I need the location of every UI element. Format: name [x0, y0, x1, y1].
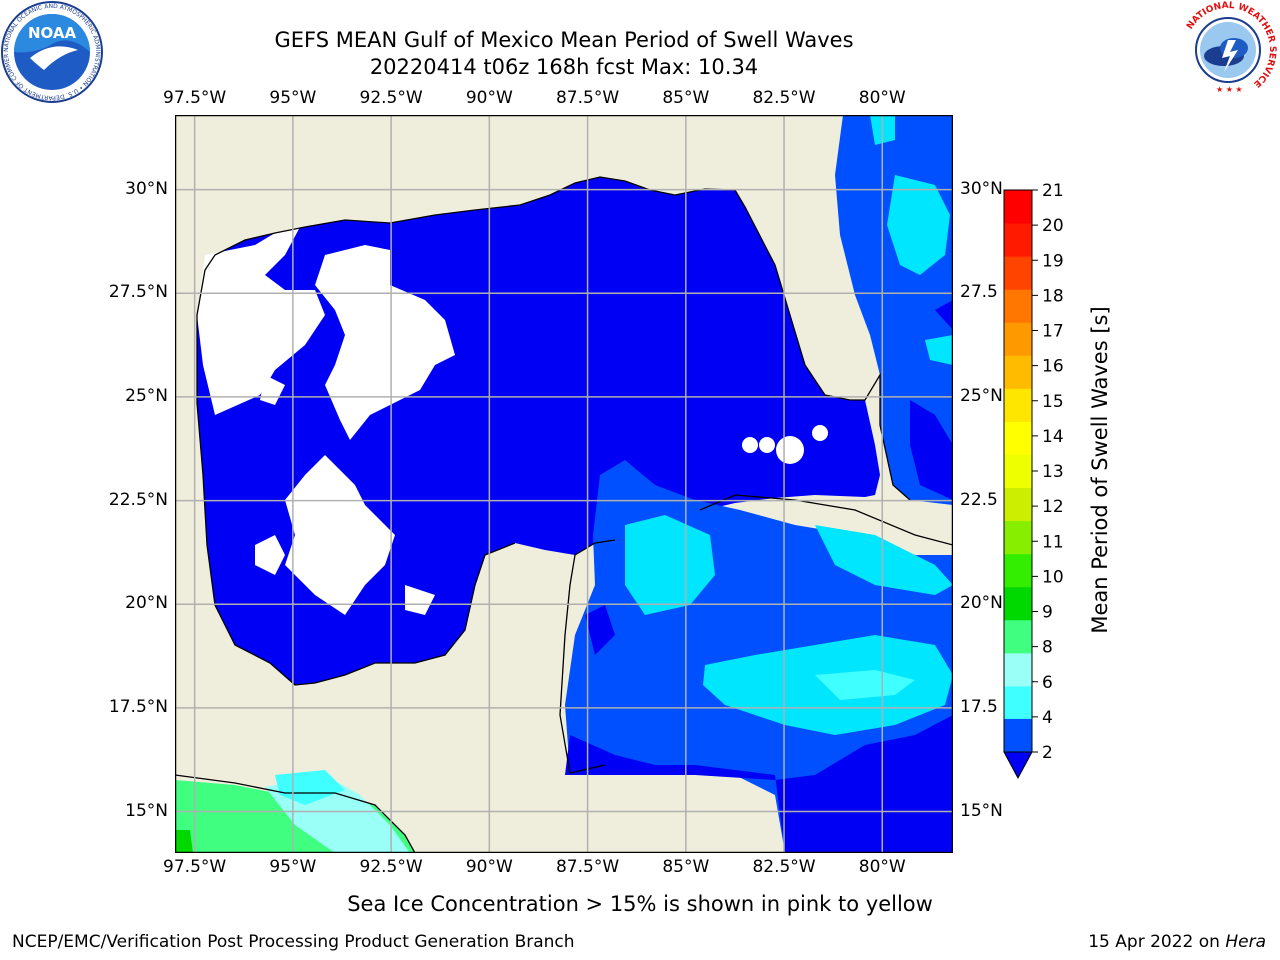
lat-label-right: 30°N — [960, 178, 1003, 199]
lat-label-right: 20°N — [960, 593, 1003, 614]
lat-label-left: 15°N — [125, 800, 168, 821]
map-title: GEFS MEAN Gulf of Mexico Mean Period of … — [274, 28, 854, 52]
lon-label: 97.5°W — [163, 857, 227, 877]
ice-caption: Sea Ice Concentration > 15% is shown in … — [347, 892, 933, 916]
lat-label-left: 27.5°N — [108, 282, 168, 303]
lon-label: 92.5°W — [359, 88, 423, 108]
lat-label-right: 25°N — [960, 385, 1003, 406]
lat-label-right: 22.5 — [960, 489, 998, 510]
colorbar-tick-label: 15 — [1042, 392, 1064, 412]
colorbar-tick-label: 9 — [1042, 603, 1053, 623]
nws-logo: NATIONAL WEATHER SERVICE ★ ★ ★ — [1178, 0, 1278, 100]
lat-label-right: 15°N — [960, 800, 1003, 821]
lat-label-left: 25°N — [125, 385, 168, 406]
noaa-logo-text: NOAA — [28, 24, 77, 42]
colorbar-cell — [1004, 619, 1032, 654]
colorbar-extend-min — [1003, 751, 1033, 780]
map-canvas — [175, 115, 953, 853]
graticule — [175, 115, 953, 853]
lon-label: 95°W — [269, 88, 317, 108]
colorbar-cell — [1004, 454, 1032, 489]
colorbar-tick-label: 13 — [1042, 462, 1064, 482]
lat-label-left: 20°N — [125, 593, 168, 614]
colorbar-cell — [1004, 256, 1032, 290]
colorbar-cell — [1004, 355, 1032, 389]
colorbar-cell — [1004, 553, 1032, 588]
colorbar-tick-label: 20 — [1042, 216, 1064, 236]
pacific-swell-green — [175, 830, 193, 853]
footer-branch: NCEP/EMC/Verification Post Processing Pr… — [12, 932, 575, 952]
colorbar: 21 20 19 18 17 16 15 14 13 12 11 10 9 8 6 4 2 — [1003, 181, 1064, 780]
lon-label: 97.5°W — [163, 88, 227, 108]
colorbar-ticks: 21 20 19 18 17 16 15 14 13 12 11 10 9 8 6 4 2 — [1032, 181, 1064, 763]
svg-text:★ ★ ★: ★ ★ ★ — [1216, 85, 1243, 94]
colorbar-cell — [1004, 520, 1032, 555]
colorbar-tick-label: 17 — [1042, 322, 1064, 342]
atlantic-calm-patches — [910, 300, 953, 500]
footer-date-text: 15 Apr 2022 on — [1088, 932, 1226, 952]
noaa-logo: NATIONAL OCEANIC AND ATMOSPHERIC ADMINIS… — [0, 0, 104, 104]
colorbar-cell — [1004, 223, 1032, 257]
footer-machine: Hera — [1225, 932, 1266, 952]
map-subtitle: 20220414 t06z 168h fcst Max: 10.34 — [369, 55, 759, 79]
lon-label: 82.5°W — [752, 88, 816, 108]
lat-label-right: 27.5 — [960, 282, 998, 303]
colorbar-cell — [1004, 718, 1032, 752]
lat-label-left: 30°N — [125, 178, 168, 199]
lon-label: 80°W — [858, 88, 906, 108]
colorbar-cell — [1004, 388, 1032, 422]
colorbar-tick-label: 2 — [1042, 743, 1053, 763]
lon-label: 87.5°W — [555, 857, 620, 877]
colorbar-tick-label: 10 — [1042, 567, 1064, 587]
map-panel — [175, 115, 953, 853]
map-border — [175, 115, 953, 853]
colorbar-cell — [1004, 190, 1032, 224]
caribbean-swell-light — [815, 670, 915, 700]
footer-date: 15 Apr 2022 on Hera — [1088, 932, 1266, 952]
colorbar-tick-label: 18 — [1042, 286, 1064, 306]
colorbar-tick-label: 8 — [1042, 638, 1053, 658]
lon-label: 90°W — [465, 857, 513, 877]
colorbar-tick-label: 21 — [1042, 181, 1064, 201]
lon-label: 90°W — [465, 88, 513, 108]
colorbar-tick-label: 16 — [1042, 357, 1064, 377]
caribbean-calm — [565, 605, 953, 853]
colorbar-tick-label: 4 — [1042, 708, 1053, 728]
colorbar-cell — [1004, 289, 1032, 323]
colorbar-tick-label: 14 — [1042, 427, 1064, 447]
lon-label: 80°W — [858, 857, 906, 877]
colorbar-cells — [1003, 189, 1033, 780]
colorbar-tick-label: 19 — [1042, 251, 1064, 271]
coastline — [175, 176, 953, 853]
colorbar-cell — [1004, 421, 1032, 455]
lon-label: 95°W — [269, 857, 317, 877]
lat-label-left: 22.5°N — [108, 489, 168, 510]
colorbar-cell — [1004, 487, 1032, 522]
colorbar-cell — [1004, 322, 1032, 356]
lon-label: 87.5°W — [555, 88, 620, 108]
lon-label: 85°W — [662, 857, 710, 877]
lat-label-left: 17.5°N — [108, 696, 168, 717]
colorbar-label: Mean Period of Swell Waves [s] — [1088, 306, 1112, 634]
colorbar-cell — [1004, 586, 1032, 621]
colorbar-tick-label: 12 — [1042, 497, 1064, 517]
lon-label: 82.5°W — [752, 857, 816, 877]
lat-label-right: 17.5 — [960, 696, 998, 717]
colorbar-tick-label: 11 — [1042, 532, 1064, 552]
lon-label: 85°W — [662, 88, 710, 108]
colorbar-cell — [1004, 685, 1032, 720]
colorbar-cell — [1004, 652, 1032, 687]
colorbar-tick-label: 6 — [1042, 673, 1053, 693]
lon-label: 92.5°W — [359, 857, 423, 877]
